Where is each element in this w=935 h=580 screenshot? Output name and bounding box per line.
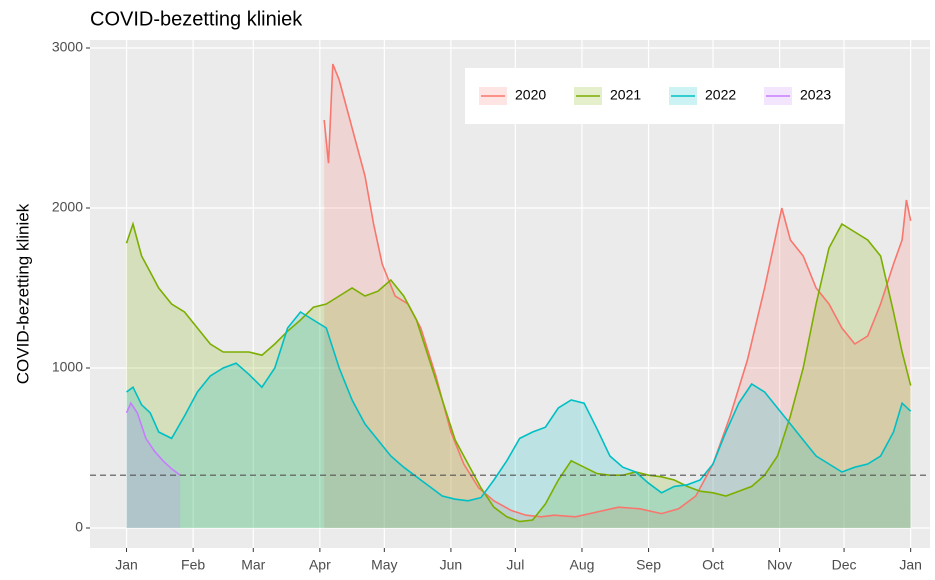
line: [126, 310, 912, 502]
legend-label: 2023: [800, 87, 831, 103]
x-tick-label: Dec: [832, 557, 857, 573]
x-tick-label: Jun: [440, 557, 463, 573]
line: [323, 63, 912, 518]
legend-label: 2022: [705, 87, 736, 103]
area: [126, 224, 911, 528]
legend-label: 2021: [610, 87, 641, 103]
line: [125, 401, 181, 476]
x-tick-label: Sep: [636, 557, 661, 573]
area: [126, 403, 181, 528]
x-tick-label: Nov: [767, 557, 792, 573]
legend-label: 2020: [515, 87, 546, 103]
y-axis-label: COVID-bezetting kliniek: [13, 203, 32, 384]
x-tick-label: Jul: [506, 557, 524, 573]
x-tick-label: Oct: [702, 557, 724, 573]
chart-title: COVID-bezetting kliniek: [90, 8, 303, 30]
y-tick-label: 0: [75, 519, 83, 535]
x-tick-label: May: [371, 557, 397, 573]
x-tick-label: Feb: [181, 557, 205, 573]
y-tick-label: 2000: [52, 199, 83, 215]
x-tick-label: Aug: [570, 557, 595, 573]
y-tick-label: 1000: [52, 359, 83, 375]
legend: 2020 2021 2022 2023: [465, 68, 845, 124]
y-tick-label: 3000: [52, 39, 83, 55]
line: [125, 221, 912, 523]
x-tick-label: Mar: [241, 557, 265, 573]
x-tick-label: Jan: [115, 557, 138, 573]
x-tick-label: Apr: [309, 557, 331, 573]
area: [324, 64, 911, 528]
panel: [90, 40, 930, 548]
area: [126, 312, 911, 528]
x-tick-label: Jan: [899, 557, 922, 573]
